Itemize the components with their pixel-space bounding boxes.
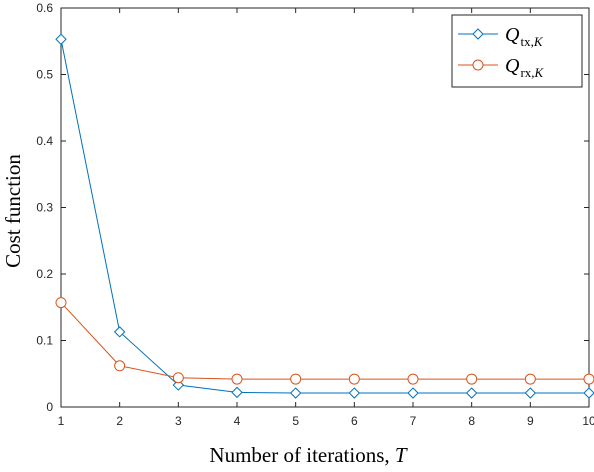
series-line [60,39,589,394]
data-point [348,373,360,385]
x-tick-label: 9 [527,414,534,428]
x-tick-label: 4 [234,414,241,428]
data-point [231,373,243,385]
data-point [114,360,126,372]
data-point [113,326,126,338]
y-tick-label: 0.3 [36,201,53,215]
legend-marker [472,59,484,71]
data-point [290,373,302,385]
y-tick-label: 0.2 [36,267,53,281]
x-tick-label: 3 [175,414,182,428]
legend-marker [472,28,484,40]
x-tick-label: 8 [468,414,475,428]
x-axis-label-var: T [395,443,408,467]
data-point [231,386,243,399]
x-axis: 1 2 3 4 5 6 7 8 9 10 [58,8,594,428]
data-point [289,387,302,399]
series-diamond [55,33,594,399]
legend-label-sub-var: K [534,65,545,80]
data-point [407,373,419,385]
x-tick-label: 10 [582,414,594,428]
legend-label: Qrx,K [505,55,545,80]
x-tick-label: 6 [351,414,358,428]
legend-box [451,14,583,88]
x-axis-label-text: Number of iterations, [209,443,389,467]
legend-label-main: Q [505,55,520,77]
legend-label-sub: tx, [520,34,533,49]
data-point [348,387,361,399]
y-tick-label: 0.1 [36,334,53,348]
x-tick-label: 2 [116,414,123,428]
data-point [583,373,594,385]
legend-label-main: Q [505,24,520,46]
series-circle [55,297,594,385]
data-point [172,372,184,384]
data-point [524,387,537,399]
data-point [55,33,67,45]
x-tick-label: 7 [410,414,417,428]
data-point [466,373,478,385]
data-point [583,387,594,399]
x-tick-label: 1 [58,414,65,428]
y-tick-label: 0.5 [36,68,53,82]
data-point [407,387,419,399]
series-line [60,302,589,380]
data-point [55,297,67,309]
legend-entry: Qtx,K [458,24,544,49]
legend-entry: Qrx,K [458,55,545,80]
x-axis-label: Number of iterations, T [209,443,407,467]
data-point [524,373,536,385]
y-tick-label: 0.6 [36,1,53,15]
legend-label-sub-var: K [533,34,544,49]
y-axis: 0 0.1 0.2 0.3 0.4 0.5 0.6 [36,1,589,414]
data-point [465,387,478,399]
y-tick-label: 0.4 [36,134,53,148]
legend-label: Qtx,K [505,24,544,49]
y-axis-label: Cost function [1,154,25,268]
legend-label-sub: rx, [520,65,534,80]
series-layer [55,33,594,399]
x-tick-label: 5 [292,414,299,428]
y-tick-label: 0 [46,400,53,414]
